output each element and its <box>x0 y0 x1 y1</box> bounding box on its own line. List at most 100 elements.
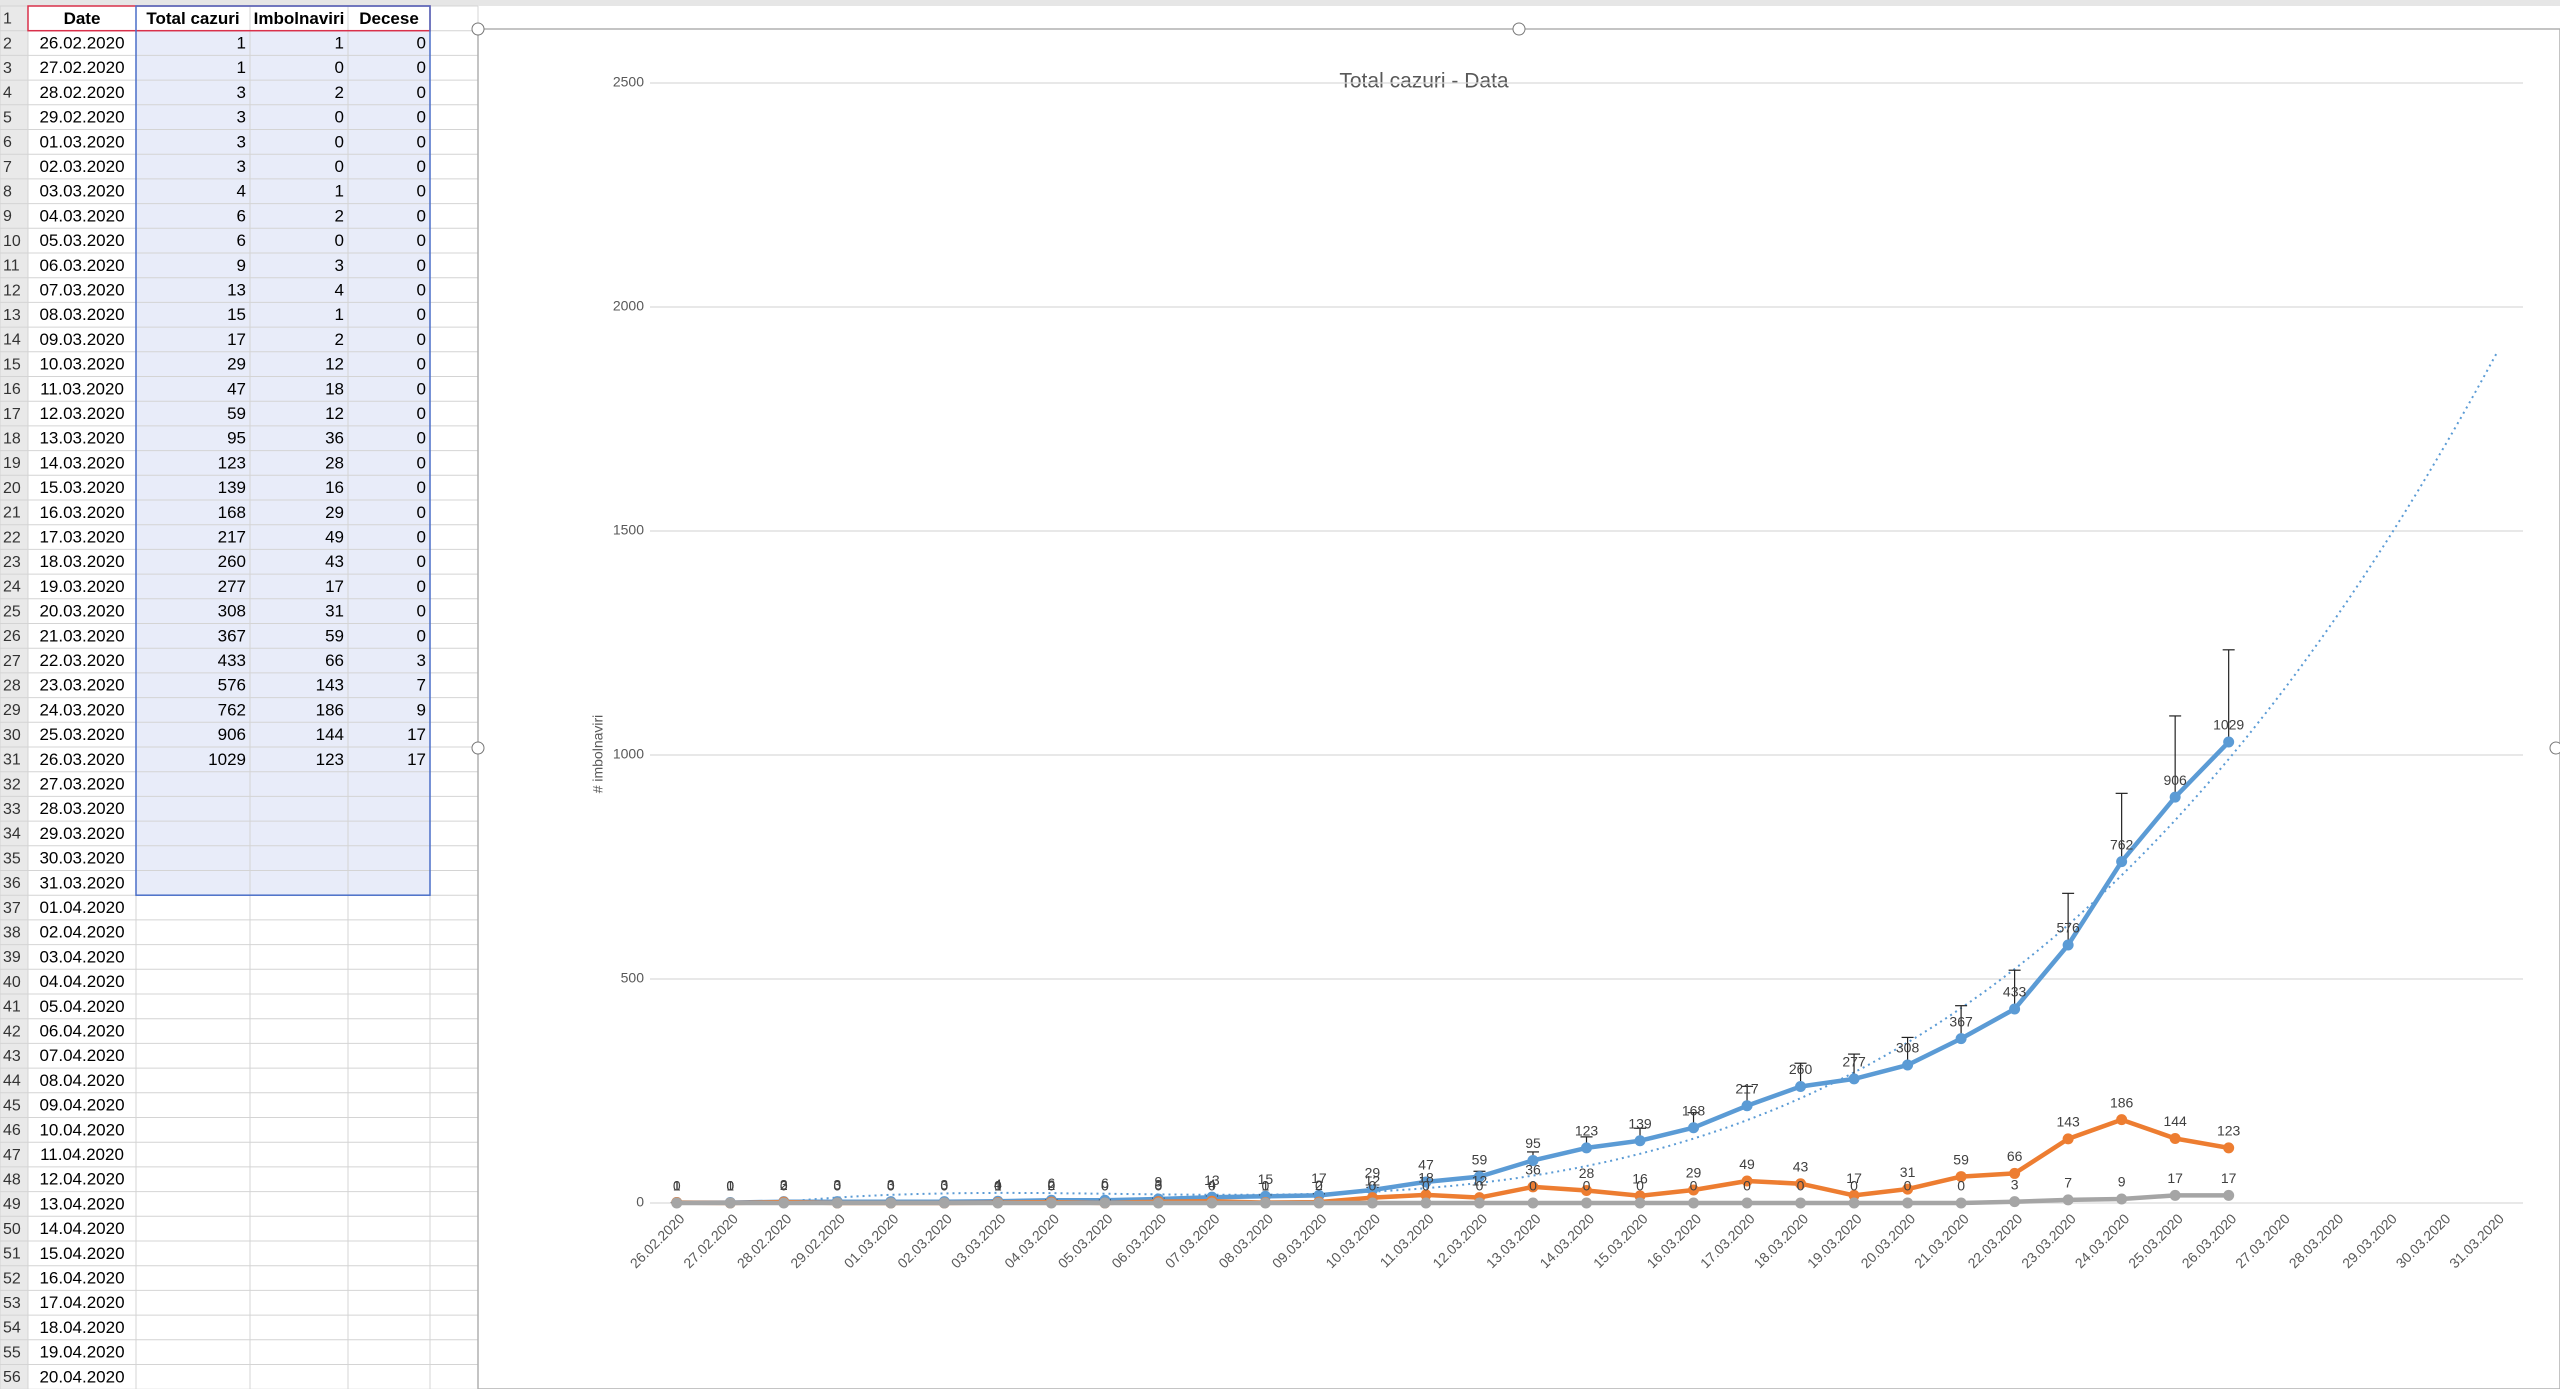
row-number: 53 <box>3 1295 21 1312</box>
number-cell: 9 <box>237 256 246 275</box>
number-cell: 0 <box>417 478 426 497</box>
column-header: Imbolnaviri <box>254 9 345 28</box>
row-number: 51 <box>3 1246 21 1263</box>
number-cell: 260 <box>218 552 246 571</box>
data-point <box>671 1197 683 1209</box>
number-cell: 15 <box>227 305 246 324</box>
row-number: 1 <box>3 11 12 28</box>
row-number: 55 <box>3 1344 21 1361</box>
number-cell: 143 <box>316 676 344 695</box>
data-label: 29 <box>1686 1165 1702 1181</box>
data-label: 28 <box>1579 1165 1595 1181</box>
row-number: 9 <box>3 208 12 225</box>
row-number: 5 <box>3 109 12 126</box>
data-point <box>1634 1135 1646 1147</box>
data-label: 13 <box>1204 1172 1220 1188</box>
row-number: 25 <box>3 603 21 620</box>
resize-handle[interactable] <box>2549 741 2560 755</box>
data-point <box>1955 1033 1967 1045</box>
data-point <box>1902 1183 1914 1195</box>
data-label: 217 <box>1735 1080 1759 1096</box>
resize-handle[interactable] <box>471 741 485 755</box>
date-cell: 13.03.2020 <box>39 429 124 448</box>
number-cell: 0 <box>417 626 426 645</box>
data-point <box>1955 1197 1967 1209</box>
y-tick-label: 1500 <box>613 522 644 538</box>
data-point <box>1420 1176 1432 1188</box>
data-point <box>778 1197 790 1209</box>
chart[interactable]: Total cazuri - Data # imbolnaviri 050010… <box>471 22 2560 1390</box>
number-cell: 3 <box>335 256 344 275</box>
date-cell: 08.03.2020 <box>39 305 124 324</box>
number-cell: 308 <box>218 602 246 621</box>
date-cell: 09.03.2020 <box>39 330 124 349</box>
data-label: 0 <box>726 1178 734 1194</box>
number-cell: 277 <box>218 577 246 596</box>
data-label: 0 <box>1154 1178 1162 1194</box>
number-cell: 0 <box>417 157 426 176</box>
data-label: 0 <box>1369 1178 1377 1194</box>
row-number: 22 <box>3 529 21 546</box>
row-number: 26 <box>3 628 21 645</box>
data-point <box>1366 1184 1378 1196</box>
number-cell: 123 <box>316 750 344 769</box>
row-number: 4 <box>3 85 12 102</box>
data-point <box>1848 1197 1860 1209</box>
data-label: 0 <box>1583 1178 1591 1194</box>
number-cell: 0 <box>417 355 426 374</box>
number-cell: 0 <box>417 256 426 275</box>
trendline <box>676 353 2498 1204</box>
date-cell: 16.03.2020 <box>39 503 124 522</box>
data-point <box>1581 1184 1592 1196</box>
date-cell: 01.04.2020 <box>39 898 124 917</box>
date-cell: 11.04.2020 <box>40 1145 124 1164</box>
data-point <box>2223 736 2235 748</box>
number-cell: 0 <box>417 577 426 596</box>
y-tick-label: 1000 <box>613 746 644 762</box>
row-number: 27 <box>3 653 21 670</box>
data-label: 367 <box>1949 1013 1973 1029</box>
date-cell: 15.03.2020 <box>39 478 124 497</box>
data-label: 9 <box>1154 1174 1162 1190</box>
number-cell: 3 <box>237 83 246 102</box>
data-label: 3 <box>940 1176 948 1192</box>
number-cell: 762 <box>218 700 246 719</box>
data-label: 0 <box>1636 1178 1644 1194</box>
data-label: 0 <box>1262 1178 1270 1194</box>
date-cell: 01.03.2020 <box>39 132 124 151</box>
date-cell: 13.04.2020 <box>39 1194 124 1213</box>
date-cell: 25.03.2020 <box>39 725 124 744</box>
row-number: 49 <box>3 1196 21 1213</box>
chart-area[interactable] <box>477 28 2560 1390</box>
series-line <box>676 1193 2229 1206</box>
column-header: Total cazuri <box>146 9 239 28</box>
column-header: Decese <box>359 9 419 28</box>
resize-handle[interactable] <box>471 22 485 36</box>
column-header-strip <box>0 0 2560 6</box>
date-cell: 30.03.2020 <box>39 849 124 868</box>
date-cell: 10.04.2020 <box>39 1120 124 1139</box>
number-cell: 36 <box>325 429 344 448</box>
number-cell: 144 <box>316 725 344 744</box>
data-label: 18 <box>1418 1170 1434 1186</box>
number-cell: 168 <box>218 503 246 522</box>
data-point <box>1313 1197 1325 1209</box>
date-cell: 18.04.2020 <box>39 1318 124 1337</box>
row-number: 19 <box>3 455 21 472</box>
data-label: 0 <box>887 1178 895 1194</box>
data-point <box>1688 1184 1700 1196</box>
number-cell: 47 <box>227 379 246 398</box>
number-cell: 59 <box>325 626 344 645</box>
resize-handle[interactable] <box>1512 22 1526 36</box>
number-cell: 95 <box>227 429 246 448</box>
data-label: 7 <box>2064 1175 2072 1191</box>
date-cell: 07.04.2020 <box>39 1046 124 1065</box>
number-cell: 29 <box>227 355 246 374</box>
row-number: 36 <box>3 875 21 892</box>
number-cell: 0 <box>417 132 426 151</box>
number-cell: 0 <box>417 305 426 324</box>
selection-fill <box>136 30 430 896</box>
data-label: 1 <box>673 1177 681 1193</box>
data-point <box>2169 791 2181 803</box>
